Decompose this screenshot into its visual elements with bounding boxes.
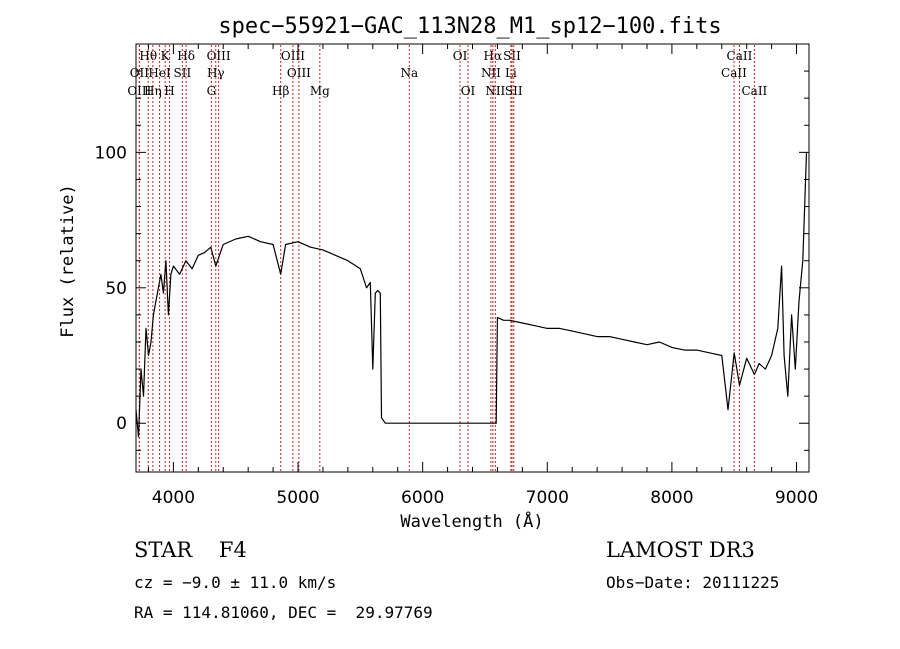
line-label: OI [461,84,476,98]
line-label: SII [503,49,521,63]
line-label: NII [485,84,505,98]
line-label: NII [481,66,501,80]
line-label: HeI [148,66,171,80]
line-label: Hη [144,84,162,98]
x-tick-label: 4000 [152,488,195,508]
line-label: Hγ [207,66,225,80]
line-label: G [207,84,217,98]
chart-title: spec−55921−GAC_113N28_M1_sp12−100.fits [218,14,721,39]
x-tick-label: 8000 [650,488,693,508]
object-type: STAR F4 [134,538,247,562]
x-tick-label: 7000 [526,488,569,508]
x-tick-label: 9000 [775,488,818,508]
spectrum-layer [135,152,808,438]
line-label: Na [400,66,418,80]
redshift-cz: cz = −9.0 ± 11.0 km/s [134,573,337,592]
line-label: CaII [741,84,767,98]
line-label: SII [505,84,523,98]
y-tick-label: 0 [116,414,127,434]
x-axis-label: Wavelength (Å) [400,510,543,532]
line-label: H [164,84,174,98]
line-label: K [161,49,171,63]
line-label: CaII [721,66,747,80]
spectrum-line [135,152,808,438]
line-label: OI [453,49,468,63]
line-label: OIII [127,84,151,98]
line-label: Mg [310,84,330,98]
line-label: OIII [207,49,231,63]
line-label: Hδ [177,49,195,63]
coordinates-radec: RA = 114.81060, DEC = 29.97769 [134,603,433,622]
line-label: CaII [727,49,753,63]
line-label: SII [174,66,192,80]
observation-date: Obs−Date: 20111225 [606,573,780,592]
y-axis-ticks: 0 50 100 [95,70,809,451]
x-tick-label: 6000 [401,488,444,508]
y-tick-label: 50 [105,279,127,299]
line-label: Hα [484,49,503,63]
line-label: Hθ [139,49,157,63]
line-label: Hβ [272,84,289,98]
line-label: OIII [287,66,311,80]
line-label: OIII [281,49,305,63]
plot-frame [135,43,810,473]
survey-name: LAMOST DR3 [606,538,755,562]
line-label: Li [505,66,517,80]
y-axis-label: Flux (relative) [58,184,78,338]
x-axis-ticks: 4000 5000 6000 7000 8000 9000 [147,44,818,508]
y-tick-label: 100 [95,143,127,163]
x-tick-label: 5000 [276,488,319,508]
